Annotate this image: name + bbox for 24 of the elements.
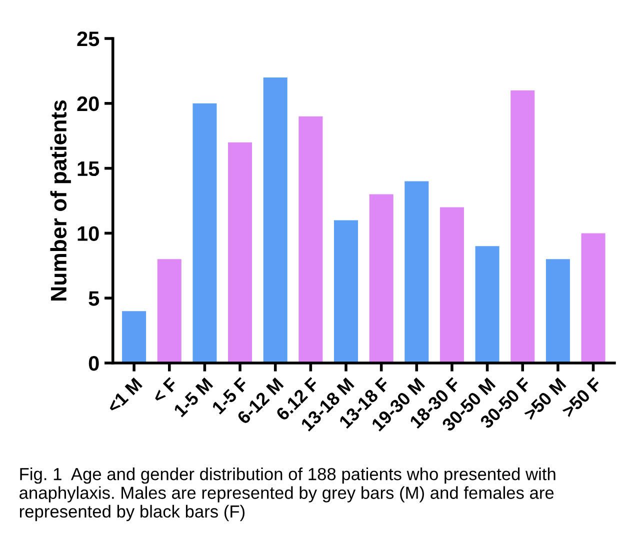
bar xyxy=(263,77,288,363)
bar xyxy=(122,311,146,363)
bar xyxy=(581,233,606,363)
y-tick-label: 20 xyxy=(77,96,99,112)
x-tick-label: <1 M xyxy=(106,378,142,414)
bar xyxy=(510,90,535,363)
bar xyxy=(228,142,252,363)
bar xyxy=(334,220,358,363)
y-tick-label: 0 xyxy=(88,356,99,371)
bar xyxy=(369,194,394,363)
bar xyxy=(546,259,570,363)
y-tick-label: 10 xyxy=(78,226,99,241)
y-tick-label: 25 xyxy=(77,32,100,46)
caption: Fig. 1 Age and gender distribution of 188 patients who presented with anaphylaxis. Males are represented by grey bars (M) and females are represented by black bars (F) xyxy=(20,468,556,522)
y-axis-title: Number of patients xyxy=(50,100,71,300)
y-tick-label: 15 xyxy=(78,162,100,176)
bar xyxy=(157,259,182,363)
bar xyxy=(192,103,217,363)
x-tick-label: < F xyxy=(152,377,178,404)
bar xyxy=(298,116,323,363)
y-tick-label: 5 xyxy=(88,291,100,306)
bar xyxy=(475,246,500,363)
bar xyxy=(440,207,464,363)
bar xyxy=(404,181,429,363)
